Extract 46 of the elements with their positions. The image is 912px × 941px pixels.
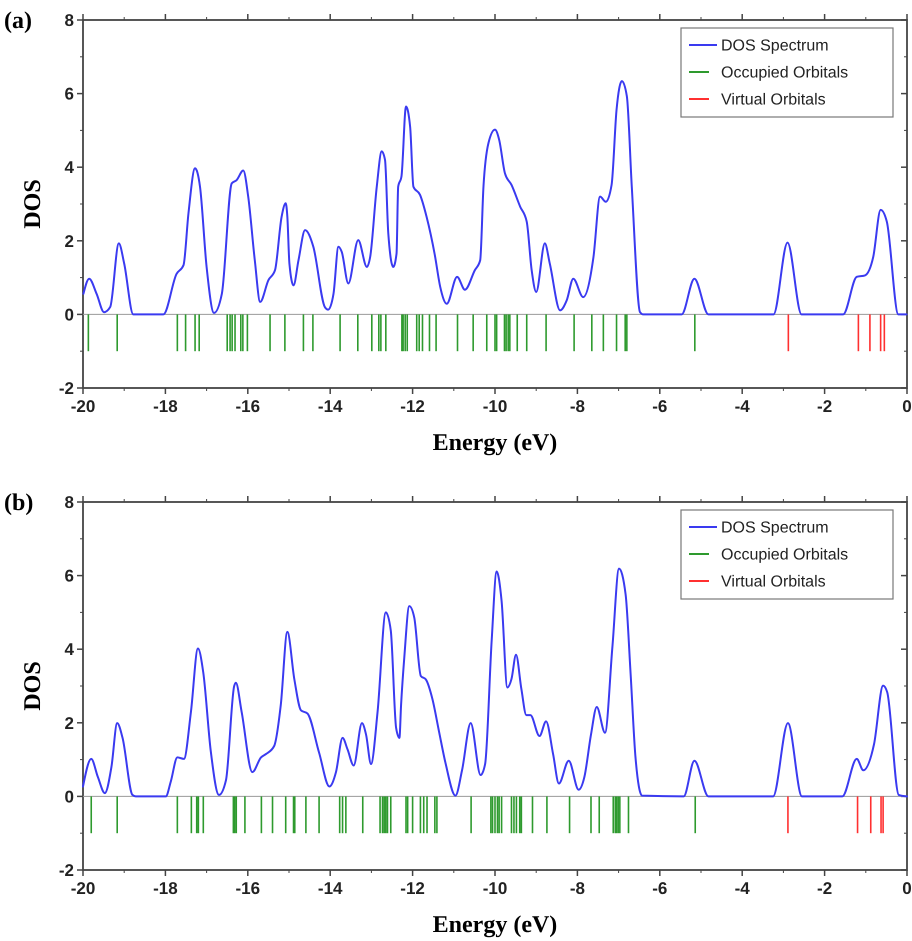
x-tick-label: -20	[70, 397, 96, 416]
x-tick-label: -10	[482, 879, 508, 898]
x-tick-label: -10	[482, 397, 508, 416]
x-tick-label: -6	[652, 397, 668, 416]
x-tick-label: 0	[902, 397, 912, 416]
legend-label: Occupied Orbitals	[721, 546, 848, 564]
legend-label: Virtual Orbitals	[721, 574, 826, 591]
x-axis-title: Energy (eV)	[432, 430, 558, 456]
legend-label: Virtual Orbitals	[721, 92, 826, 109]
y-tick-label: -2	[58, 860, 74, 880]
x-tick-label: -2	[817, 879, 832, 898]
y-axis-title: DOS	[20, 179, 46, 229]
legend-label: Occupied Orbitals	[721, 64, 848, 82]
y-tick-label: 8	[64, 10, 74, 30]
x-tick-label: -4	[734, 879, 750, 898]
x-tick-label: -8	[570, 879, 585, 898]
y-tick-label: 0	[64, 305, 74, 324]
y-tick-label: 6	[64, 566, 74, 586]
x-tick-label: -2	[817, 397, 832, 416]
x-tick-label: -20	[70, 879, 96, 898]
y-tick-label: 8	[64, 492, 74, 512]
legend-label: DOS Spectrum	[721, 38, 829, 55]
x-tick-label: -8	[570, 397, 585, 416]
legend-label: DOS Spectrum	[721, 520, 829, 537]
x-tick-label: -18	[153, 397, 178, 416]
x-tick-label: 0	[902, 879, 912, 898]
chart-title: (a)	[4, 8, 32, 34]
y-tick-label: 2	[64, 232, 74, 251]
x-tick-label: -16	[236, 397, 260, 416]
x-tick-label: -14	[318, 397, 344, 416]
x-axis-title: Energy (eV)	[432, 912, 558, 938]
y-tick-label: 4	[64, 640, 75, 660]
x-tick-label: -18	[153, 879, 178, 898]
y-tick-label: 2	[64, 714, 74, 733]
x-tick-label: -16	[236, 879, 260, 898]
x-tick-label: -4	[734, 397, 750, 416]
x-tick-label: -14	[318, 879, 344, 898]
y-axis-title: DOS	[20, 661, 46, 711]
x-tick-label: -12	[400, 397, 425, 416]
y-tick-label: 4	[64, 158, 75, 178]
y-tick-label: -2	[58, 378, 74, 398]
y-tick-label: 6	[64, 84, 74, 104]
x-tick-label: -6	[652, 879, 668, 898]
y-tick-label: 0	[64, 787, 74, 806]
x-tick-label: -12	[400, 879, 425, 898]
chart-title: (b)	[4, 490, 34, 516]
